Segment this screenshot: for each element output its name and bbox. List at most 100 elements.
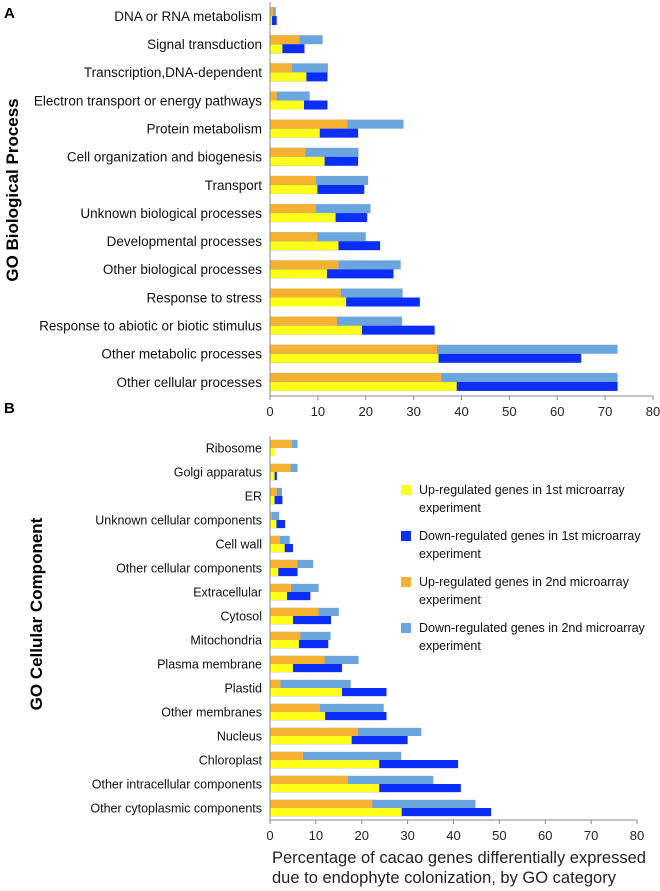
panel-a-bar-transport-up-2nd [270, 175, 316, 185]
panel-a-category-label-other-cellular-processes: Other cellular processes [116, 375, 262, 390]
panel-b-legend: Up-regulated genes in 1st microarray expe… [401, 483, 646, 653]
panel-b-bar-plastid-down-2nd [270, 679, 351, 688]
panel-a-bar-signal-transduction-down-1st [270, 44, 305, 54]
panel-b-bar-unknown-cellular-components-up-2nd [270, 511, 272, 520]
panel-a-bar-unknown-biological-processes-down-2nd [270, 204, 371, 214]
panel-b-bar-other-cytoplasmic-components-up-2nd [270, 799, 373, 808]
panel-a-bar-other-biological-processes-up-1st [270, 269, 327, 279]
panel-b-bar-unknown-cellular-components-up-1st [270, 520, 277, 529]
panel-a-bar-dna-or-rna-metabolism-up-2nd [270, 7, 274, 17]
panel-a-category-label-other-metabolic-processes: Other metabolic processes [101, 347, 262, 362]
panel-b-bar-other-cellular-components-up-1st [270, 568, 279, 577]
panel-b-bar-er-up-2nd [270, 487, 277, 496]
panel-b-bar-other-cytoplasmic-components-down-2nd [270, 799, 476, 808]
panel-b-bar-cell-wall-up-1st [270, 544, 285, 553]
panel-b-bar-other-membranes-up-1st [270, 712, 326, 721]
panel-b-bar-ribosome-up-2nd [270, 439, 293, 448]
panel-b-bar-ribosome-up-1st [270, 448, 275, 457]
panel-b-bar-mitochondria-up-2nd [270, 631, 301, 640]
panel-a-x-tick-label-80: 80 [646, 404, 660, 419]
panel-b-bar-mitochondria-down-1st [270, 640, 329, 649]
panel-b-bar-cytosol-down-1st [270, 616, 332, 625]
legend-label-4-line-2: experiment [419, 639, 481, 653]
panel-b-category-label-cell-wall: Cell wall [215, 538, 262, 552]
panel-b-category-label-cytosol: Cytosol [220, 610, 262, 624]
panel-a-bar-developmental-processes-up-2nd [270, 232, 318, 242]
panel-b-category-label-extracellular: Extracellular [193, 586, 262, 600]
panel-b-bar-plasma-membrane-up-2nd [270, 655, 325, 664]
legend-label-3-line-2: experiment [419, 593, 481, 607]
panel-a-x-tick-label-50: 50 [502, 404, 516, 419]
panel-b-bar-extracellular-down-2nd [270, 583, 319, 592]
panel-b-category-label-other-membranes: Other membranes [161, 706, 262, 720]
panel-b-x-tick-label-70: 70 [584, 828, 598, 843]
legend-swatch-4 [401, 623, 411, 633]
panel-a-x-tick-label-20: 20 [359, 404, 373, 419]
panel-a-bar-cell-organization-and-biogenesis-down-2nd [270, 147, 359, 157]
panel-a-bar-unknown-biological-processes-up-1st [270, 213, 336, 223]
legend-label-3-line-1: Up-regulated genes in 2nd microarray [419, 575, 630, 589]
panel-b-bar-nucleus-up-1st [270, 736, 352, 745]
panel-b-category-label-er: ER [245, 490, 262, 504]
panel-b-category-label-nucleus: Nucleus [217, 730, 262, 744]
panel-a-x-tick-label-70: 70 [598, 404, 612, 419]
panel-a-x-tick-label-30: 30 [406, 404, 420, 419]
panel-b-bar-golgi-apparatus-up-1st [270, 472, 275, 481]
panel-a-category-label-response-to-stress: Response to stress [146, 290, 262, 305]
panel-b-category-label-plasma-membrane: Plasma membrane [157, 658, 262, 672]
panel-b-bar-cytosol-up-1st [270, 616, 293, 625]
panel-b-bar-nucleus-up-2nd [270, 727, 359, 736]
panel-b-bar-plasma-membrane-down-1st [270, 664, 343, 673]
panel-a-bar-other-cellular-processes-up-2nd [270, 372, 442, 382]
panel-b-x-tick-label-60: 60 [538, 828, 552, 843]
x-axis-label-line-1: Percentage of cacao genes differentially… [272, 849, 646, 867]
panel-a-bar-response-to-abiotic-or-biotic-stimulus-up-2nd [270, 316, 338, 326]
panel-a-category-label-transport: Transport [205, 178, 263, 193]
panel-a-bar-protein-metabolism-up-1st [270, 128, 320, 138]
panel-b-x-tick-label-0: 0 [266, 828, 273, 843]
panel-a-bar-other-metabolic-processes-up-2nd [270, 344, 438, 354]
panel-b-bar-er-up-1st [270, 496, 275, 505]
panel-a-bar-other-metabolic-processes-down-2nd [270, 344, 618, 354]
panel-b-x-tick-label-10: 10 [309, 828, 323, 843]
panel-a-bar-protein-metabolism-up-2nd [270, 119, 348, 129]
panel-b-bar-chloroplast-up-2nd [270, 751, 304, 760]
legend-label-1-line-1: Up-regulated genes in 1st microarray [419, 483, 625, 497]
panel-a-bar-dna-or-rna-metabolism-down-1st [270, 16, 277, 26]
panel-b-bar-other-membranes-down-2nd [270, 703, 384, 712]
panel-a-category-label-developmental-processes: Developmental processes [107, 234, 263, 249]
panel-a-bar-electron-transport-or-energy-pathways-down-2nd [270, 91, 310, 101]
panel-a-category-label-unknown-biological-processes: Unknown biological processes [80, 206, 262, 221]
panel-a-category-label-response-to-abiotic-or-biotic-stimulus: Response to abiotic or biotic stimulus [39, 319, 262, 334]
legend-label-2-line-2: experiment [419, 547, 481, 561]
legend-swatch-2 [401, 531, 411, 541]
panel-a-category-label-dna-or-rna-metabolism: DNA or RNA metabolism [114, 9, 262, 24]
panel-a-letter: A [4, 5, 15, 22]
panel-a-bar-dna-or-rna-metabolism-up-1st [270, 16, 272, 26]
panel-b-bar-extracellular-up-2nd [270, 583, 292, 592]
panel-a-x-tick-label-40: 40 [454, 404, 468, 419]
legend-label-4-line-1: Down-regulated genes in 2nd microarray [419, 621, 646, 635]
legend-swatch-1 [401, 485, 411, 495]
panel-b-bar-unknown-cellular-components-down-1st [270, 520, 286, 529]
panel-a-x-tick-label-0: 0 [266, 404, 273, 419]
panel-b-bar-plastid-up-1st [270, 688, 343, 697]
panel-a-bar-developmental-processes-up-1st [270, 241, 339, 251]
panel-b-y-axis-label: GO Cellular Component [27, 517, 46, 710]
panel-a-category-label-transcription-dna-dependent: Transcription,DNA-dependent [84, 65, 262, 80]
panel-b-bar-mitochondria-up-1st [270, 640, 299, 649]
panel-b-x-tick-label-30: 30 [400, 828, 414, 843]
panel-b-category-label-chloroplast: Chloroplast [199, 754, 263, 768]
panel-b-category-label-plastid: Plastid [224, 682, 262, 696]
panel-a-bar-transcription-dna-dependent-down-2nd [270, 63, 328, 73]
panel-b-bar-other-cytoplasmic-components-up-1st [270, 808, 402, 817]
panel-a-bar-other-cellular-processes-up-1st [270, 381, 457, 391]
panel-b-x-tick-label-80: 80 [630, 828, 644, 843]
legend-label-1-line-2: experiment [419, 501, 481, 515]
panel-a-bar-response-to-stress-up-1st [270, 297, 347, 307]
panel-a-bar-response-to-abiotic-or-biotic-stimulus-up-1st [270, 325, 362, 335]
panel-a-bar-electron-transport-or-energy-pathways-up-1st [270, 100, 304, 110]
legend-swatch-3 [401, 577, 411, 587]
panel-a-bar-other-metabolic-processes-up-1st [270, 353, 439, 363]
